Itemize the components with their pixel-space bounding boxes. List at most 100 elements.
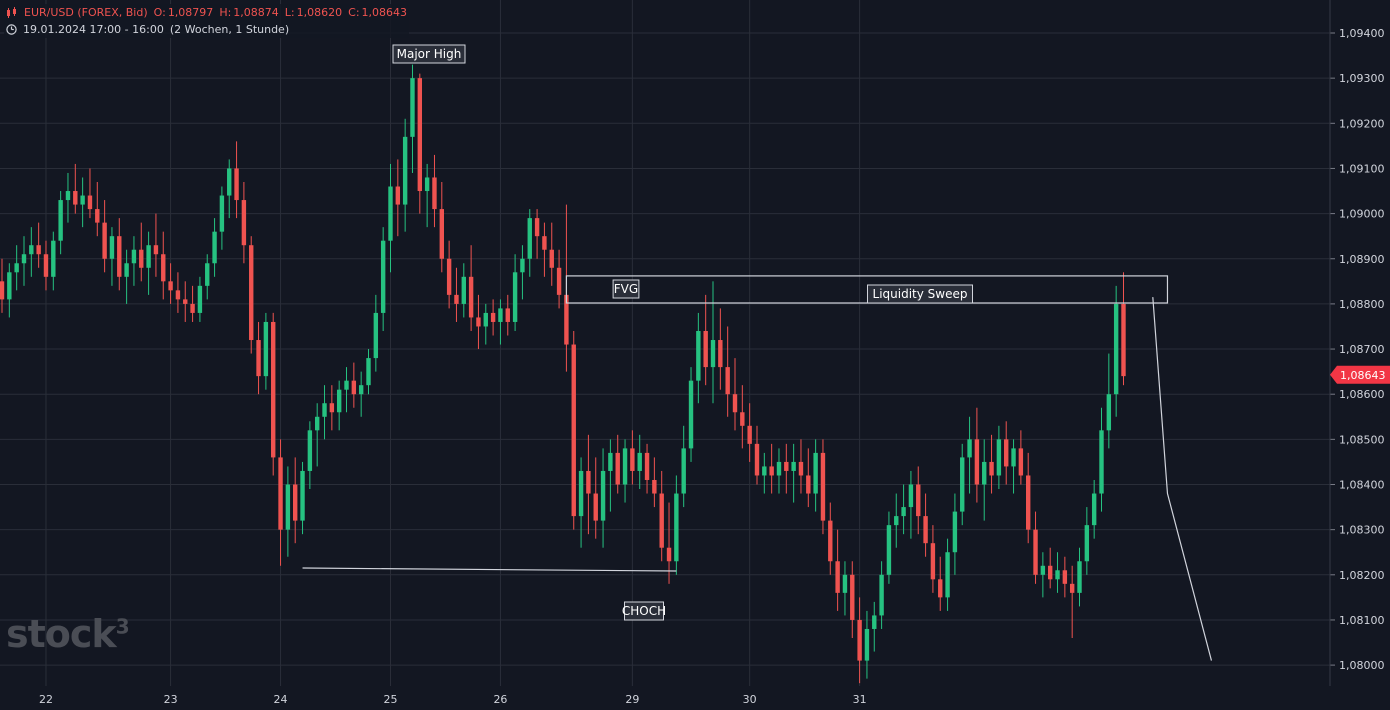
candle-body (51, 240, 56, 277)
candle-body (424, 177, 430, 192)
candle-body (29, 245, 34, 255)
candle-body (1084, 525, 1090, 562)
candle-body (461, 276, 466, 304)
candle-body (916, 484, 921, 517)
candle-body (527, 218, 532, 259)
price-tick-label: 1,08000 (1339, 659, 1385, 672)
fvg-zone-box (565, 275, 1169, 304)
candle-body (87, 195, 93, 210)
candle-body (593, 493, 598, 521)
candle-body (512, 272, 518, 322)
candle-body (43, 254, 49, 277)
candle-body (446, 258, 452, 295)
candle-body (0, 281, 5, 300)
candle-body (1004, 439, 1009, 467)
candle-body (212, 231, 217, 264)
candle-body (923, 516, 928, 544)
candle-body (571, 344, 576, 517)
candle-body (908, 484, 914, 508)
candle-body (1062, 570, 1068, 584)
low-value: 1,08620 (296, 6, 343, 19)
price-axis[interactable]: 1,09400 1,09300 1,09200 1,09100 1,09000 1,089… (1329, 0, 1390, 686)
symbol-name: EUR/USD (FOREX, Bid) (24, 6, 148, 19)
candle-body (205, 263, 210, 286)
support-line (302, 567, 677, 572)
price-tick-label: 1,08900 (1339, 253, 1385, 266)
candle-body (263, 321, 269, 377)
candle-body (380, 240, 386, 313)
candle-body (534, 218, 540, 237)
candle-body (314, 416, 320, 431)
chart-drawings[interactable]: Major High FVG Liquidity Sweep CHOCH (302, 44, 1213, 661)
liquidity-sweep-label-text: Liquidity Sweep (873, 287, 968, 301)
candle-body (747, 425, 752, 444)
candle-body (153, 245, 159, 255)
price-tick-label: 1,08300 (1339, 524, 1385, 537)
candle-body (65, 191, 71, 201)
candle-body (952, 511, 958, 553)
candle-body (234, 168, 239, 201)
candle-body (468, 276, 474, 318)
price-tick-label: 1,09100 (1339, 162, 1385, 175)
candle-body (219, 195, 225, 232)
candle-body (1121, 303, 1126, 377)
candle-body (776, 461, 782, 476)
candle-body (989, 461, 994, 476)
candle-body (996, 439, 1002, 476)
time-range: 19.01.2024 17:00 - 16:00 (23, 23, 164, 36)
candle-body (1040, 565, 1046, 575)
candle-body (1077, 561, 1082, 593)
candle-body (945, 552, 950, 598)
candle-body (652, 479, 657, 494)
candle-body (373, 312, 379, 359)
candle-body (241, 200, 247, 246)
candle-body (798, 461, 804, 476)
choch-label-text: CHOCH (622, 604, 666, 618)
time-axis[interactable]: 22 23 24 25 26 29 30 31 (39, 693, 867, 706)
projection-line (1152, 297, 1213, 661)
period-info: (2 Wochen, 1 Stunde) (169, 23, 290, 36)
candle-body (21, 254, 27, 264)
grid-lines (0, 0, 1330, 686)
time-tick-label: 26 (493, 693, 507, 706)
candle-body (608, 452, 613, 471)
candle-body (1033, 529, 1038, 575)
candle-body (1018, 448, 1024, 476)
candle-body (710, 340, 716, 368)
candle-body (124, 263, 129, 277)
candle-body (329, 403, 335, 413)
candle-body (161, 254, 166, 282)
candle-body (542, 236, 547, 250)
stock3-logo: stock3 (6, 612, 130, 656)
time-tick-label: 30 (743, 693, 757, 706)
candle-body (740, 412, 745, 426)
open-value: 1,08797 (167, 6, 214, 19)
candle-body (490, 312, 496, 322)
liquidity-sweep-label-box (867, 284, 973, 304)
time-tick-label: 24 (274, 693, 288, 706)
candle-body (696, 330, 701, 381)
candle-body (14, 263, 19, 273)
candle-body (894, 516, 899, 526)
current-price-tag (1330, 365, 1390, 384)
candle-body (659, 493, 664, 548)
candle-body (520, 258, 525, 273)
price-tick-label: 1,08200 (1339, 569, 1385, 582)
candlestick-series (0, 64, 1126, 684)
price-tick-label: 1,08100 (1339, 614, 1385, 627)
candle-body (432, 177, 437, 210)
candle-body (366, 358, 371, 386)
candle-body (784, 461, 789, 471)
candle-body (1091, 493, 1097, 526)
candle-body (190, 303, 195, 313)
candle-body (725, 367, 730, 395)
candlestick-icon (7, 7, 16, 18)
price-tick-label: 1,09200 (1339, 117, 1385, 130)
candle-body (586, 470, 591, 494)
candle-body (402, 136, 408, 205)
candle-body (901, 507, 906, 517)
choch-label-box (624, 601, 664, 621)
candle-body (835, 561, 840, 593)
candle-body (578, 470, 584, 517)
